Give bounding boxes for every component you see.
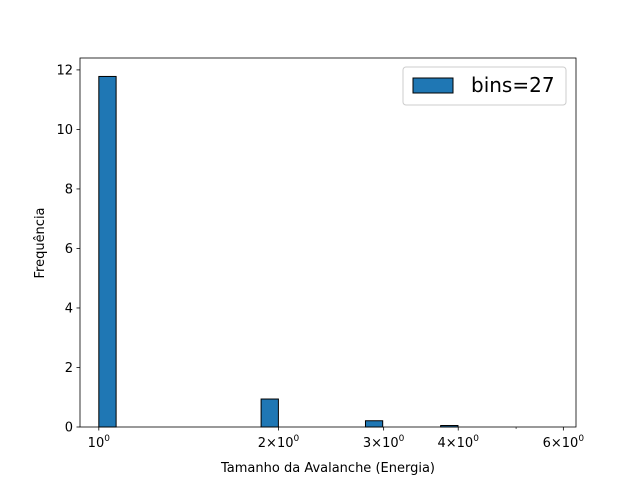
legend: bins=27	[402, 66, 567, 106]
histogram-bar-1	[98, 75, 117, 428]
y-tick-label: 8	[65, 182, 73, 197]
y-tick-label: 10	[56, 123, 73, 138]
y-axis: 0 2 4 6 8 10 12	[56, 63, 80, 436]
y-tick-label: 12	[56, 63, 73, 78]
x-axis-label: Tamanho da Avalanche (Energia)	[220, 461, 435, 476]
legend-box	[402, 66, 567, 106]
y-tick-label: 6	[65, 242, 73, 257]
histogram-bar-2	[260, 398, 279, 428]
legend-label: bins=27	[471, 73, 555, 97]
x-tick-label: 3×100	[363, 434, 405, 451]
x-tick-label: 100	[88, 434, 111, 451]
x-axis: 100 2×100 3×100 4×100 6×100	[88, 427, 585, 451]
y-tick-label: 4	[65, 301, 73, 316]
x-tick-label: 4×100	[438, 434, 480, 451]
plot-frame	[79, 57, 577, 428]
x-tick-label: 6×100	[543, 434, 585, 451]
y-tick-label: 2	[65, 361, 73, 376]
y-tick-label: 0	[65, 421, 73, 436]
y-axis-label: Frequência	[33, 207, 48, 278]
legend-swatch	[412, 77, 454, 94]
histogram-bar-3	[364, 420, 384, 428]
x-tick-label: 2×100	[258, 434, 300, 451]
bars-group	[98, 75, 459, 428]
